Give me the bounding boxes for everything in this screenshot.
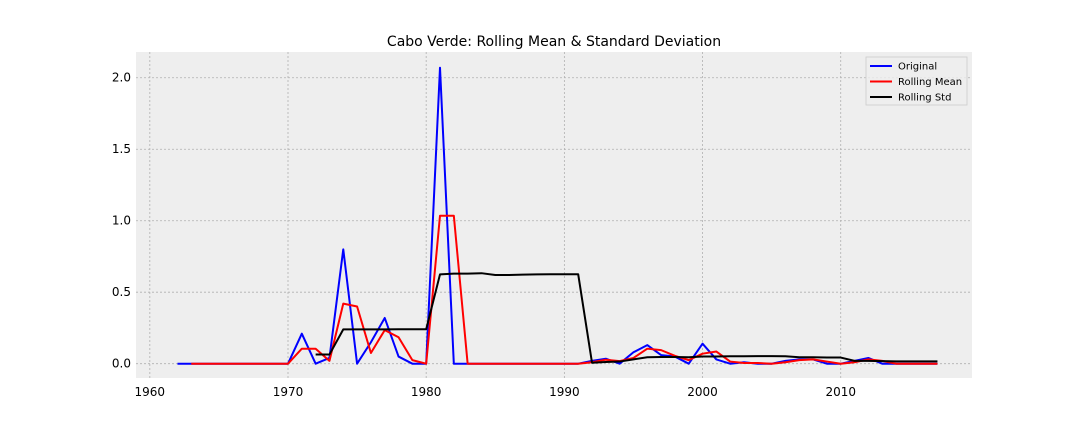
x-axis: 1960 1970 1980 1990 2000 2010: [135, 385, 856, 399]
legend-label: Rolling Mean: [898, 77, 962, 88]
legend: Original Rolling Mean Rolling Std: [865, 56, 968, 106]
x-tick-label: 1990: [549, 385, 580, 399]
x-tick-label: 1960: [135, 385, 166, 399]
y-tick-label: 1.0: [112, 214, 131, 228]
series-line-2: [315, 272, 938, 364]
y-tick-label: 2.0: [112, 71, 131, 85]
series-layer: [177, 66, 938, 365]
chart-title: Cabo Verde: Rolling Mean & Standard Devi…: [387, 34, 721, 50]
x-tick-label: 2000: [687, 385, 718, 399]
y-tick-label: 0.0: [112, 357, 131, 371]
legend-label: Original: [898, 62, 937, 73]
y-tick-label: 1.5: [112, 142, 131, 156]
y-axis: 0.0 0.5 1.0 1.5 2.0: [112, 71, 131, 371]
x-tick-label: 1970: [273, 385, 304, 399]
x-tick-label: 1980: [411, 385, 442, 399]
y-tick-label: 0.5: [112, 285, 131, 299]
series-line-1: [191, 214, 938, 365]
plot-area: [136, 52, 972, 378]
legend-label: Rolling Std: [898, 93, 951, 104]
x-tick-label: 2010: [825, 385, 856, 399]
